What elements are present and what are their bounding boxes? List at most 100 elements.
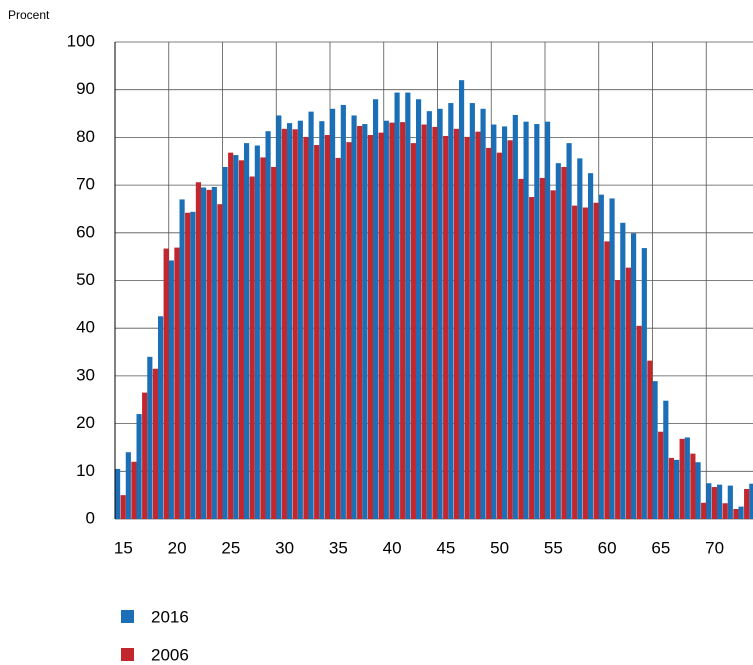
- x-tick-label: 30: [275, 538, 294, 557]
- bar: [168, 260, 174, 519]
- bar: [749, 483, 753, 519]
- bar: [195, 182, 201, 519]
- bar: [136, 414, 142, 519]
- y-axis-label: Procent: [8, 8, 50, 22]
- bar: [158, 316, 164, 519]
- bar: [555, 163, 561, 519]
- bar: [120, 495, 126, 519]
- bar: [673, 459, 680, 519]
- bar: [324, 135, 330, 519]
- bar: [448, 103, 454, 519]
- bar: [512, 114, 518, 519]
- x-tick-label: 35: [329, 538, 348, 557]
- bar: [518, 178, 524, 520]
- bar: [174, 247, 180, 519]
- y-tick-label: 100: [67, 31, 95, 50]
- bar: [125, 452, 131, 519]
- bar: [222, 166, 228, 519]
- bar: [378, 132, 384, 519]
- bar: [695, 462, 701, 519]
- bar: [228, 152, 234, 519]
- x-tick-label: 20: [168, 538, 187, 557]
- y-tick-label: 50: [76, 270, 95, 289]
- bar: [733, 508, 739, 519]
- bar: [453, 128, 459, 519]
- bar: [593, 202, 599, 519]
- bar: [319, 121, 325, 519]
- bar: [469, 103, 475, 519]
- bar: [625, 267, 631, 519]
- bar: [163, 248, 169, 519]
- bar: [190, 211, 196, 519]
- y-tick-label: 80: [76, 127, 95, 146]
- y-tick-label: 40: [76, 318, 95, 337]
- bar: [432, 126, 438, 519]
- bar: [566, 143, 572, 519]
- bar: [572, 205, 578, 519]
- bar: [217, 204, 223, 519]
- bar: [459, 80, 465, 519]
- bar: [233, 155, 239, 519]
- bar: [281, 128, 287, 519]
- bar: [534, 124, 540, 519]
- bar: [636, 325, 642, 519]
- bar: [491, 124, 497, 519]
- bar: [561, 166, 567, 519]
- bar: [292, 129, 298, 519]
- bar: [658, 431, 664, 519]
- y-tick-label: 10: [76, 461, 95, 480]
- bar: [539, 177, 545, 519]
- bar: [351, 115, 357, 519]
- bar: [727, 485, 733, 519]
- bar: [615, 280, 621, 519]
- bar: [630, 233, 637, 520]
- bar: [523, 121, 529, 519]
- bar: [668, 457, 674, 519]
- y-tick-label: 70: [76, 175, 95, 194]
- bar: [587, 173, 594, 520]
- bar: [716, 484, 723, 519]
- bar: [400, 122, 406, 520]
- bar: [131, 461, 137, 519]
- x-tick-label: 15: [114, 538, 133, 557]
- legend-label: 2016: [151, 607, 189, 626]
- bar: [545, 121, 551, 519]
- bar: [711, 487, 717, 519]
- bar: [416, 99, 422, 520]
- x-tick-label: 55: [544, 538, 563, 557]
- bar: [405, 92, 411, 519]
- bar: [147, 356, 153, 519]
- bar: [185, 212, 191, 520]
- bar: [507, 140, 513, 519]
- bar: [314, 145, 320, 520]
- bar: [394, 92, 400, 519]
- bar: [738, 506, 744, 519]
- bar: [443, 135, 449, 519]
- bar: [303, 136, 309, 519]
- bar: [652, 381, 658, 519]
- bar: [502, 126, 508, 519]
- bar: [335, 157, 341, 519]
- bar: [582, 207, 588, 520]
- bar: [706, 483, 712, 519]
- legend-swatch: [121, 610, 134, 623]
- x-tick-label: 65: [651, 538, 670, 557]
- x-tick-label: 45: [436, 538, 455, 557]
- bar: [287, 123, 293, 519]
- bar: [577, 158, 583, 519]
- bar: [367, 135, 373, 519]
- bar: [142, 392, 148, 519]
- bar: [684, 437, 690, 519]
- bar: [115, 468, 121, 519]
- bar: [598, 194, 604, 519]
- bar: [271, 166, 277, 519]
- bar: [679, 438, 685, 519]
- bar: [609, 198, 615, 519]
- bar: [486, 147, 492, 520]
- bar: [308, 111, 314, 519]
- bar: [475, 131, 481, 519]
- x-tick-label: 70: [705, 538, 724, 557]
- y-tick-label: 60: [76, 222, 95, 241]
- bar: [244, 143, 250, 519]
